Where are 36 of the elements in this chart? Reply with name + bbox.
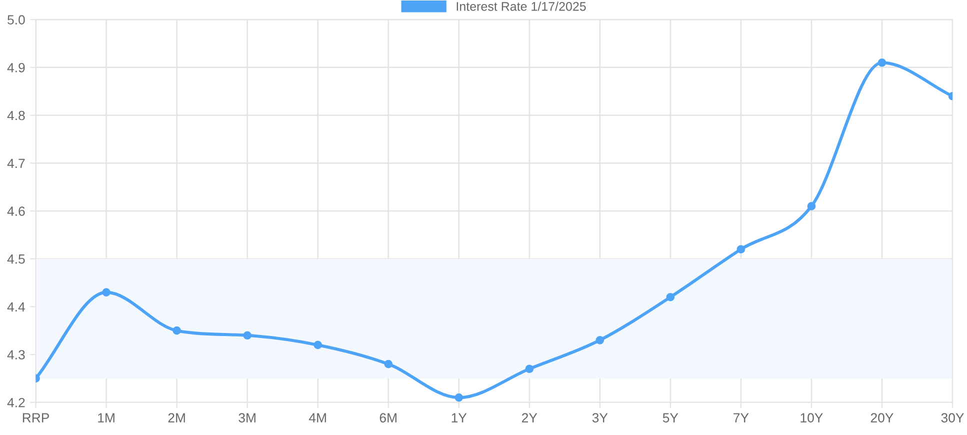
- x-tick-label: 6M: [380, 413, 396, 422]
- y-tick-label: 4.3: [7, 350, 25, 360]
- point: [807, 202, 816, 210]
- x-tick-label: 3M: [238, 413, 256, 422]
- x-tick-label: 3Y: [592, 413, 608, 422]
- x-tick-label: 20Y: [870, 413, 894, 422]
- x-tick-label: 7Y: [734, 413, 749, 422]
- point: [314, 340, 322, 350]
- point: [666, 292, 675, 302]
- y-tick-label: 5.0: [8, 15, 25, 24]
- point: [243, 331, 252, 340]
- x-tick-label: 4M: [308, 413, 326, 422]
- y-tick-label: 4.2: [7, 398, 25, 408]
- y-tick-label: 4.4: [7, 302, 25, 312]
- y-tick-label: 4.5: [7, 254, 25, 264]
- x-tick-label: RRP: [22, 413, 50, 422]
- point: [878, 58, 886, 67]
- y-tick-label: 4.9: [7, 62, 25, 72]
- y-tick-label: 4.7: [7, 158, 25, 168]
- point: [172, 326, 181, 335]
- x-tick-label: 30Y: [941, 413, 964, 422]
- point: [736, 245, 746, 254]
- legend-label: Interest Rate 1/17/2025: [456, 2, 586, 11]
- x-tick-label: 2Y: [522, 413, 538, 422]
- x-tick-label: 2M: [168, 413, 185, 422]
- x-tick-label: 10Y: [800, 413, 823, 422]
- y-tick-label: 4.6: [7, 206, 25, 216]
- point: [102, 288, 110, 296]
- x-tick-label: 1M: [98, 413, 114, 422]
- point: [384, 360, 393, 368]
- x-tick-label: 5Y: [662, 413, 678, 422]
- point: [596, 336, 604, 344]
- x-tick-label: 1Y: [452, 413, 467, 422]
- point: [525, 364, 534, 374]
- point: [454, 393, 464, 402]
- y-tick-label: 4.8: [7, 110, 25, 120]
